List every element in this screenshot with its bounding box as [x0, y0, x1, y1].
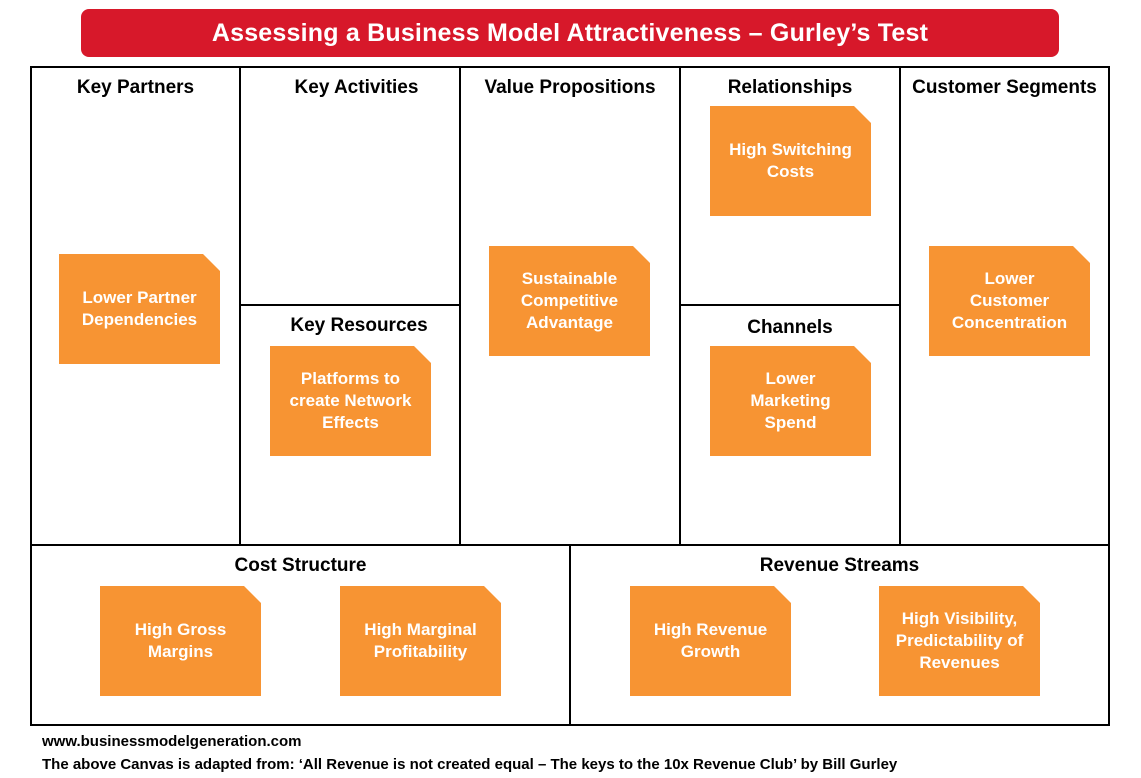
- note-high-revenue-growth: High Revenue Growth: [630, 586, 791, 696]
- section-channels: Channels: [747, 317, 833, 338]
- note-sustainable-competitive-advantage: Sustainable Competitive Advantage: [489, 246, 650, 356]
- divider-activities-value: [459, 66, 461, 546]
- section-revenue-streams: Revenue Streams: [759, 555, 920, 576]
- section-customer-segments: Customer Segments: [912, 77, 1097, 98]
- note-lower-customer-concentration: Lower Customer Concentration: [929, 246, 1090, 356]
- divider-activities-resources: [239, 304, 461, 306]
- footer-credit: The above Canvas is adapted from: ‘All R…: [42, 756, 898, 773]
- section-value-propositions: Value Propositions: [484, 77, 656, 98]
- footer-url: www.businessmodelgeneration.com: [42, 733, 302, 750]
- note-high-visibility-predictability: High Visibility, Predictability of Revenue…: [879, 586, 1040, 696]
- section-key-resources: Key Resources: [290, 315, 428, 336]
- note-high-switching-costs: High Switching Costs: [710, 106, 871, 216]
- divider-relationships-channels: [679, 304, 901, 306]
- section-relationships: Relationships: [727, 77, 853, 98]
- note-high-gross-margins: High Gross Margins: [100, 586, 261, 696]
- note-high-marginal-profitability: High Marginal Profitability: [340, 586, 501, 696]
- divider-cost-revenue: [569, 544, 571, 726]
- title-banner: Assessing a Business Model Attractivenes…: [81, 9, 1059, 57]
- note-platforms-network-effects: Platforms to create Network Effects: [270, 346, 431, 456]
- divider-relationships-segments: [899, 66, 901, 546]
- section-key-activities: Key Activities: [294, 77, 419, 98]
- section-cost-structure: Cost Structure: [234, 555, 367, 576]
- section-key-partners: Key Partners: [76, 77, 195, 98]
- divider-partners-activities: [239, 66, 241, 546]
- page-title: Assessing a Business Model Attractivenes…: [211, 18, 929, 47]
- note-lower-marketing-spend: Lower Marketing Spend: [710, 346, 871, 456]
- divider-value-relationships: [679, 66, 681, 546]
- note-lower-partner-dependencies: Lower Partner Dependencies: [59, 254, 220, 364]
